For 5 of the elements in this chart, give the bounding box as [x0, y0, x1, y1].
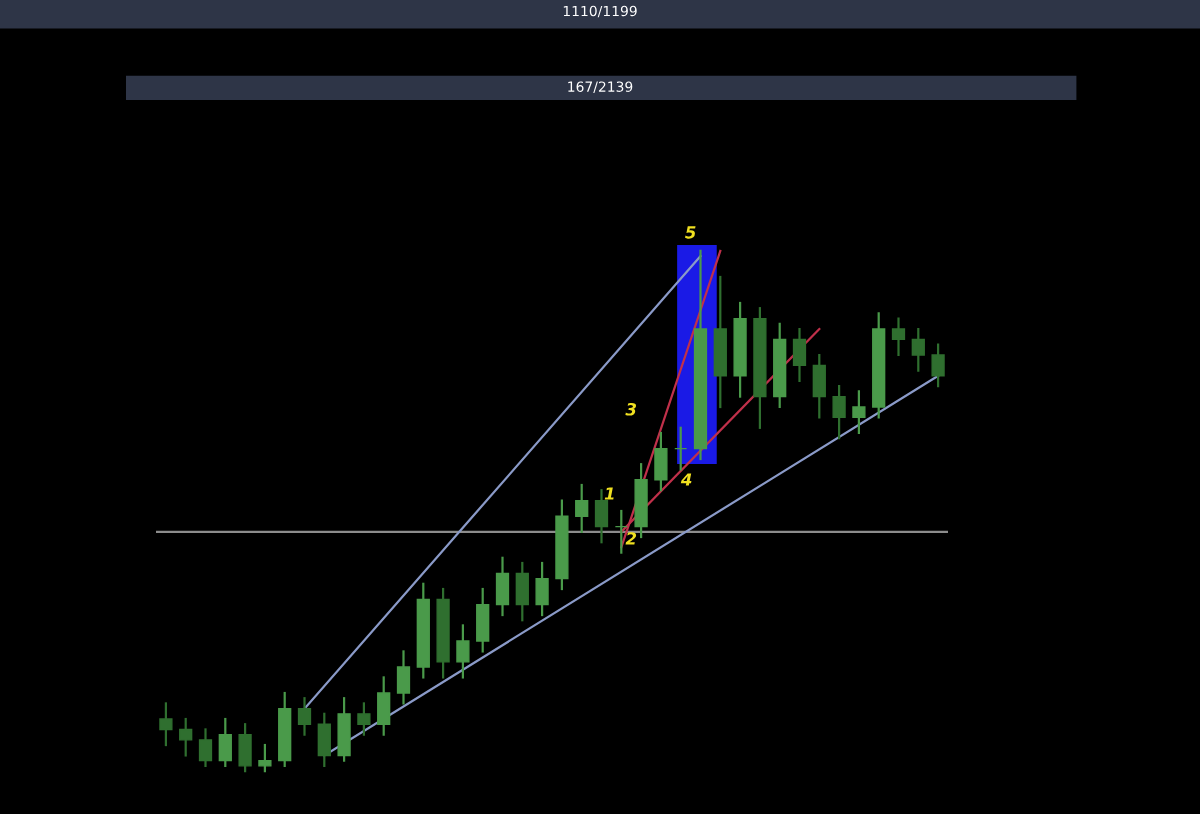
annotation: 1	[604, 487, 614, 500]
annotation: 2	[625, 532, 637, 545]
annotation: 3	[625, 402, 637, 416]
annotation: 4	[680, 473, 692, 486]
text: 5	[685, 226, 696, 239]
